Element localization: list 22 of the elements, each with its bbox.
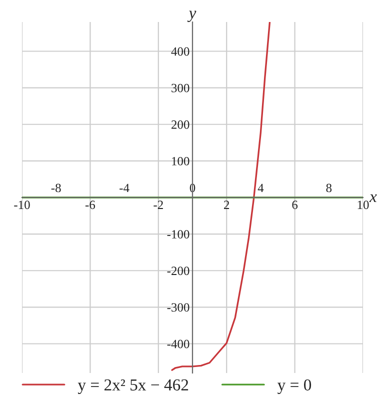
y-tick-label: 200: [172, 120, 190, 129]
x2-tick-label: -8: [51, 184, 61, 192]
x2-tick-label: 4: [258, 184, 264, 192]
legend-label: y = 2x² 5x − 462: [78, 379, 188, 394]
y-tick-label: -100: [167, 230, 190, 239]
x-tick-label: 2: [224, 200, 230, 209]
x-tick-label: 6: [292, 200, 298, 210]
y-tick-label: 300: [172, 84, 190, 92]
legend-label: y = 0: [278, 379, 312, 394]
x-tick-label: -2: [154, 200, 163, 209]
y-tick-label: -400: [167, 340, 190, 348]
y-tick-label: -300: [167, 303, 190, 312]
y-tick-label: 100: [172, 156, 190, 166]
x-tick-label: -10: [14, 200, 30, 210]
x2-tick-label: 8: [326, 184, 332, 192]
x2-tick-label: -4: [120, 184, 130, 192]
x-axis-title: x: [369, 194, 377, 202]
x-tick-label: 10: [358, 200, 369, 210]
x-tick-label: -6: [85, 200, 96, 210]
y-tick-label: -200: [167, 266, 190, 276]
y-tick-label: 400: [171, 47, 190, 56]
y-axis-title: y: [187, 10, 196, 22]
